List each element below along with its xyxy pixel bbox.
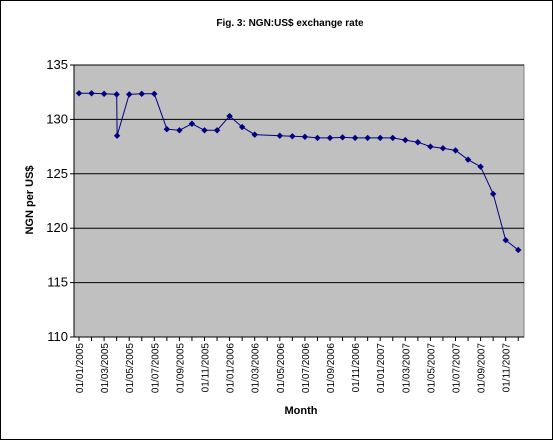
data-point — [289, 133, 296, 140]
data-point — [414, 139, 422, 146]
data-point — [113, 91, 120, 98]
x-tick-label: 01/03/2006 — [251, 343, 262, 393]
x-tick-label: 01/11/2007 — [502, 343, 513, 393]
data-point — [138, 90, 145, 98]
data-point — [213, 127, 221, 134]
data-point — [389, 134, 396, 142]
data-point — [163, 125, 171, 133]
x-tick-label: 01/11/2006 — [351, 343, 362, 393]
data-point — [427, 143, 434, 150]
y-tick-label: 135 — [46, 57, 68, 72]
data-point — [251, 131, 258, 138]
data-point — [238, 123, 246, 131]
y-tick-label: 115 — [47, 275, 68, 290]
x-tick-label: 01/01/2005 — [75, 343, 86, 393]
x-tick-label: 01/07/2007 — [452, 343, 463, 393]
x-tick-label: 01/11/2005 — [201, 343, 212, 393]
y-tick-label: 110 — [47, 329, 68, 344]
x-tick-label: 01/05/2007 — [426, 343, 437, 393]
x-tick-label: 01/09/2006 — [326, 343, 337, 393]
x-axis-ticks: 01/01/2005 01/03/2005 01/05/2005 01/07/2005… — [75, 337, 519, 393]
data-point — [364, 134, 371, 142]
data-points — [75, 90, 522, 254]
x-tick-label: 01/07/2006 — [301, 343, 312, 393]
x-tick-label: 01/05/2006 — [276, 343, 287, 393]
data-point — [502, 236, 509, 244]
axes — [73, 65, 524, 338]
x-tick-label: 01/01/2007 — [376, 343, 387, 393]
chart-title: Fig. 3: NGN:US$ exchange rate — [216, 18, 364, 29]
data-point — [439, 145, 447, 152]
x-axis-title: Month — [285, 405, 318, 417]
data-point — [515, 246, 522, 254]
data-point — [126, 91, 133, 98]
data-point — [402, 136, 409, 144]
data-point — [151, 90, 158, 98]
data-point — [314, 134, 321, 142]
x-tick-label: 01/09/2005 — [175, 343, 186, 393]
data-point — [188, 120, 196, 127]
data-point — [176, 127, 183, 134]
data-point — [75, 90, 83, 97]
data-point — [326, 134, 334, 142]
data-point — [339, 134, 346, 141]
grid-lines — [74, 64, 524, 284]
y-axis-title: NGN per US$ — [24, 165, 36, 234]
data-point — [377, 134, 384, 142]
data-point — [464, 156, 472, 163]
x-tick-label: 01/03/2005 — [100, 343, 111, 393]
data-point — [100, 90, 108, 98]
data-point — [351, 134, 359, 142]
data-point — [276, 132, 283, 139]
data-point — [489, 190, 497, 198]
y-tick-label: 130 — [46, 111, 68, 126]
data-point — [113, 132, 121, 139]
data-point — [88, 90, 95, 97]
data-point — [301, 133, 309, 141]
x-tick-label: 01/07/2005 — [150, 343, 161, 393]
x-tick-label: 01/01/2006 — [226, 343, 237, 393]
data-point — [477, 163, 484, 170]
x-tick-label: 01/09/2007 — [477, 343, 488, 393]
plot-area — [73, 64, 525, 338]
data-point — [452, 147, 459, 154]
data-point — [201, 127, 208, 134]
x-tick-label: 01/05/2005 — [125, 343, 136, 393]
y-tick-label: 125 — [46, 166, 68, 181]
y-axis-ticks: 110 115 120 125 130 135 — [46, 57, 74, 344]
x-tick-label: 01/03/2007 — [401, 343, 412, 393]
y-tick-label: 120 — [46, 220, 68, 235]
data-point — [226, 112, 233, 120]
